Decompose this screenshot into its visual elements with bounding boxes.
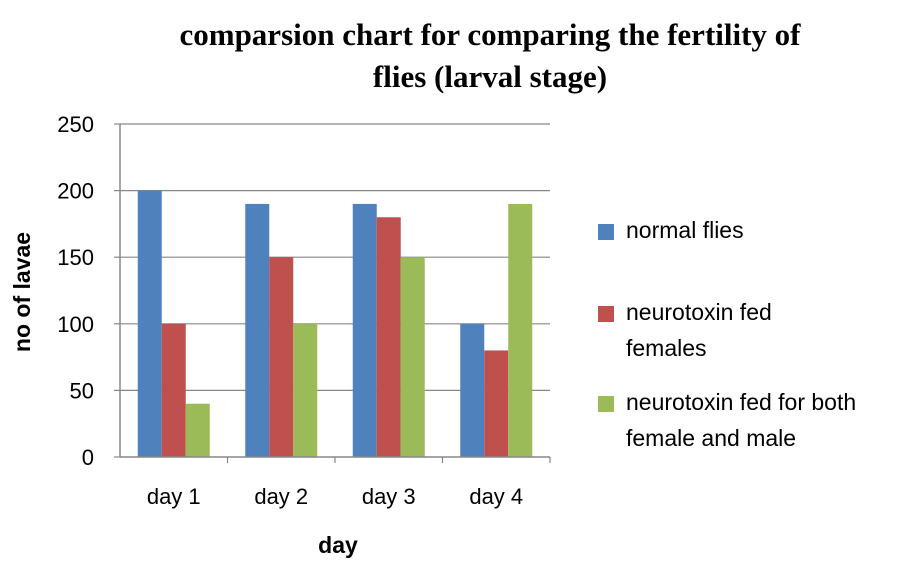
bar-day-3-series-0 (352, 203, 377, 457)
y-tick-label: 150 (57, 245, 94, 270)
x-tick-label: day 2 (254, 484, 308, 509)
y-tick-label: 100 (57, 312, 94, 337)
bars (137, 190, 533, 457)
legend: normal flies neurotoxin fed females neur… (598, 212, 898, 456)
bar-day-1-series-2 (185, 403, 210, 457)
bar-day-4-series-0 (460, 323, 485, 457)
legend-swatch-neurotoxin-fed-both (598, 396, 614, 412)
x-tick-label: day 4 (469, 484, 523, 509)
y-axis-title: no of lavae (9, 232, 35, 352)
x-tick-label: day 1 (147, 484, 201, 509)
y-tick-label: 250 (57, 112, 94, 137)
bar-day-1-series-0 (137, 190, 162, 457)
bar-day-2-series-1 (269, 257, 294, 457)
bar-day-4-series-2 (508, 203, 533, 457)
y-tick-label: 50 (70, 378, 94, 403)
bar-day-3-series-1 (376, 217, 401, 457)
y-tick-label: 0 (82, 445, 94, 470)
y-tick-labels: 0 50 100 150 200 250 (57, 112, 94, 470)
legend-label-neurotoxin-fed-both: neurotoxin fed for both female and male (626, 389, 857, 451)
legend-item-normal-flies: normal flies (598, 212, 898, 248)
legend-label-neurotoxin-fed-females: neurotoxin fed females (626, 299, 772, 361)
bar-day-1-series-1 (161, 323, 186, 457)
legend-item-neurotoxin-fed-females: neurotoxin fed females (598, 294, 826, 366)
legend-label-normal-flies: normal flies (626, 217, 744, 243)
bar-day-3-series-2 (400, 257, 425, 457)
x-tick-label: day 3 (362, 484, 416, 509)
bar-day-4-series-1 (484, 350, 509, 457)
x-tick-labels: day 1 day 2 day 3 day 4 (147, 484, 523, 509)
axes (114, 123, 551, 463)
legend-item-neurotoxin-fed-both: neurotoxin fed for both female and male (598, 384, 903, 456)
bar-day-2-series-0 (245, 203, 270, 457)
bar-day-2-series-2 (293, 323, 318, 457)
x-axis-title: day (318, 532, 358, 558)
legend-swatch-neurotoxin-fed-females (598, 306, 614, 322)
chart-title: comparsion chart for comparing the ferti… (179, 17, 801, 94)
y-tick-label: 200 (57, 179, 94, 204)
legend-swatch-normal-flies (598, 224, 614, 240)
